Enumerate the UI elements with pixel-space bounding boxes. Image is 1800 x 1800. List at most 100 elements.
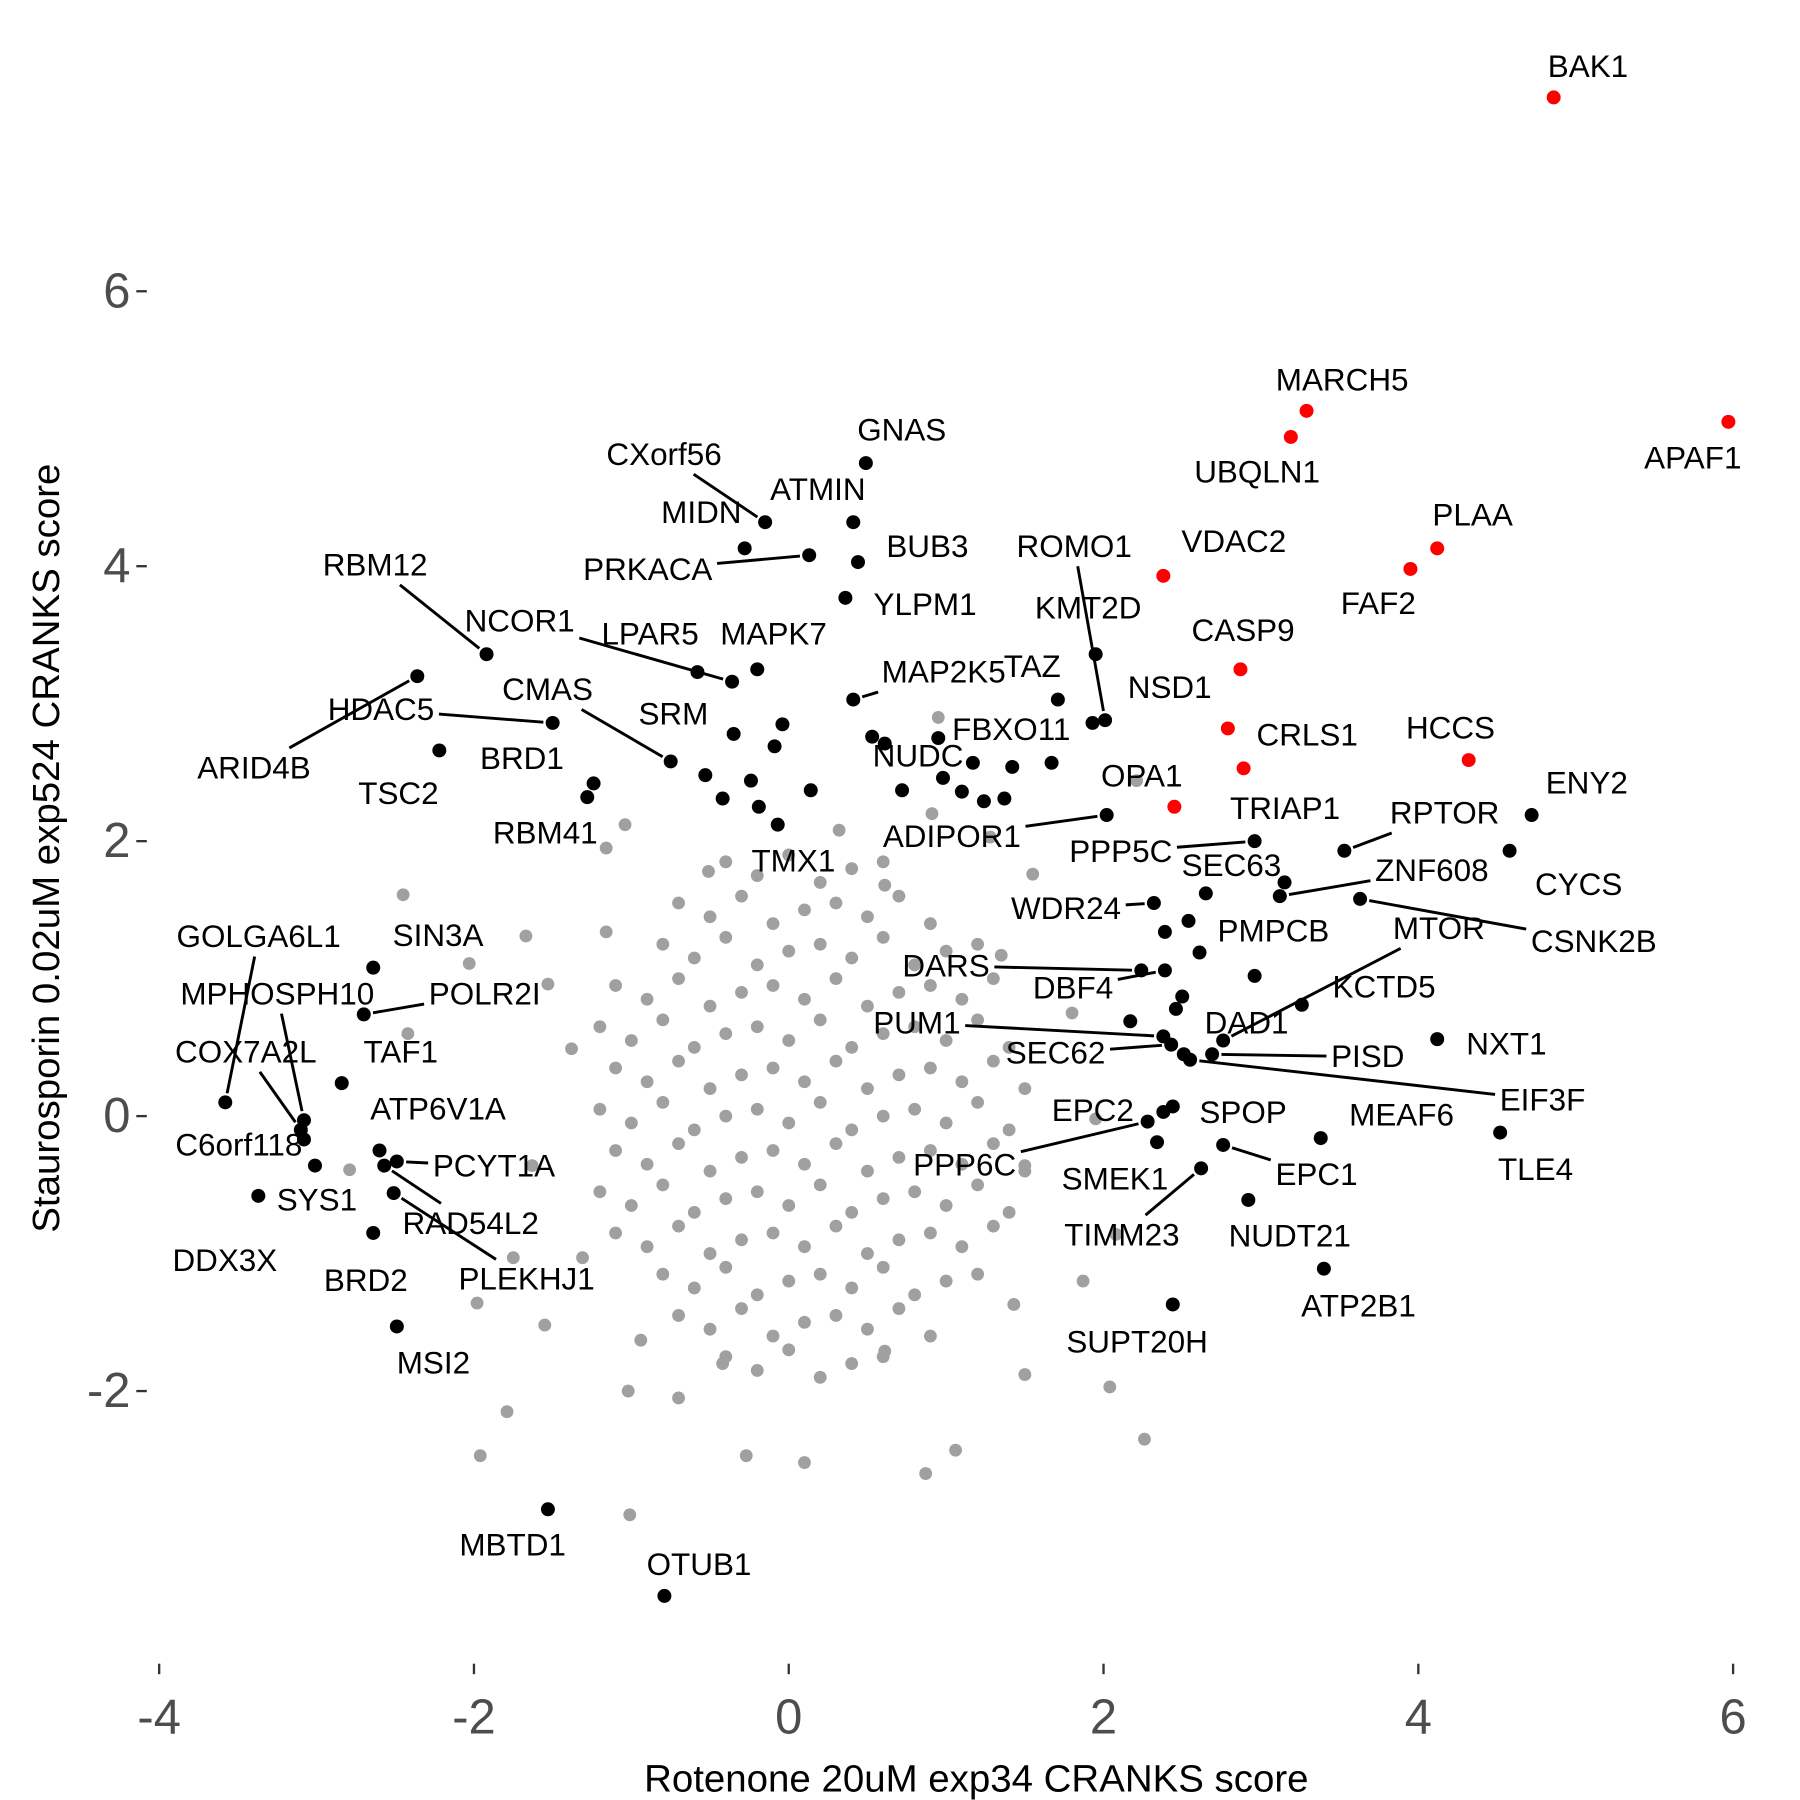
point bbox=[307, 1158, 322, 1173]
point bbox=[1167, 799, 1182, 814]
point bbox=[782, 1116, 796, 1130]
point bbox=[343, 1163, 357, 1177]
point bbox=[813, 1370, 827, 1384]
point-label: ATP6V1A bbox=[370, 1092, 506, 1127]
point bbox=[813, 876, 827, 889]
point-label: MEAF6 bbox=[1349, 1097, 1454, 1132]
point bbox=[851, 555, 865, 570]
point bbox=[1002, 1205, 1016, 1219]
point bbox=[366, 960, 381, 975]
point bbox=[1018, 1368, 1032, 1381]
point bbox=[1156, 568, 1171, 583]
point bbox=[861, 910, 874, 924]
point bbox=[719, 1027, 733, 1041]
point bbox=[1524, 808, 1539, 823]
point bbox=[609, 1144, 623, 1157]
point bbox=[1109, 1227, 1123, 1241]
point bbox=[432, 743, 447, 758]
point-label: MSI2 bbox=[397, 1346, 470, 1381]
point bbox=[750, 1364, 764, 1377]
point bbox=[540, 1502, 555, 1517]
leader-line bbox=[965, 1024, 1155, 1038]
point bbox=[971, 1267, 985, 1281]
point-label: PUM1 bbox=[873, 1005, 960, 1040]
point bbox=[462, 957, 476, 970]
point-label: ADIPOR1 bbox=[883, 819, 1021, 854]
point bbox=[1233, 662, 1248, 677]
point bbox=[931, 731, 946, 746]
point-label: CMAS bbox=[502, 672, 593, 707]
point bbox=[829, 1219, 843, 1233]
point bbox=[640, 1157, 654, 1171]
point bbox=[410, 669, 425, 684]
point bbox=[609, 1226, 623, 1240]
point-label: TAF1 bbox=[364, 1035, 439, 1070]
leader-line bbox=[1076, 565, 1105, 712]
point-label: CYCS bbox=[1535, 867, 1622, 902]
point-label: EPC2 bbox=[1052, 1093, 1134, 1128]
point bbox=[296, 1132, 311, 1147]
point bbox=[1192, 945, 1207, 960]
point-label: GOLGA6L1 bbox=[177, 919, 341, 954]
point bbox=[672, 1137, 685, 1151]
point bbox=[846, 692, 861, 707]
point bbox=[986, 1137, 1000, 1151]
point bbox=[798, 903, 811, 917]
point bbox=[656, 937, 670, 951]
point bbox=[782, 1274, 796, 1288]
point bbox=[1005, 759, 1020, 774]
point-label: PLEKHJ1 bbox=[458, 1262, 594, 1297]
point-label: OPA1 bbox=[1101, 758, 1183, 793]
point-label: TSC2 bbox=[358, 776, 438, 811]
point-label: SUPT20H bbox=[1066, 1325, 1208, 1360]
point-label: PLAA bbox=[1432, 497, 1512, 532]
point bbox=[656, 1095, 670, 1109]
leader-line bbox=[1230, 947, 1402, 1038]
point-label: TRIAP1 bbox=[1230, 791, 1340, 826]
point-label: ATP2B1 bbox=[1301, 1289, 1416, 1324]
point-label: NCOR1 bbox=[465, 603, 575, 638]
point bbox=[750, 1288, 764, 1302]
point bbox=[1150, 1135, 1165, 1150]
point bbox=[983, 830, 997, 844]
point bbox=[876, 855, 890, 869]
point bbox=[782, 1199, 796, 1212]
point bbox=[829, 972, 843, 986]
point bbox=[687, 1040, 701, 1054]
point bbox=[1272, 889, 1287, 904]
y-tick-label: -2 bbox=[87, 1364, 131, 1418]
point bbox=[1502, 843, 1517, 858]
point-label: NUDT21 bbox=[1229, 1219, 1351, 1254]
point bbox=[877, 736, 892, 751]
leader-line bbox=[400, 1196, 497, 1261]
point bbox=[750, 1102, 764, 1116]
point bbox=[719, 855, 733, 869]
point bbox=[687, 951, 701, 965]
point bbox=[892, 1302, 906, 1315]
point bbox=[334, 1076, 349, 1091]
leader-line bbox=[258, 1071, 297, 1124]
point bbox=[845, 862, 859, 876]
point bbox=[775, 717, 790, 732]
point bbox=[767, 739, 782, 754]
point bbox=[719, 1192, 733, 1206]
leader-line bbox=[391, 1169, 442, 1205]
point bbox=[735, 1068, 748, 1082]
point bbox=[640, 1075, 654, 1089]
point-label: PISD bbox=[1331, 1039, 1404, 1074]
point bbox=[846, 515, 861, 530]
point bbox=[986, 972, 1000, 986]
point bbox=[939, 1116, 953, 1130]
point bbox=[971, 937, 985, 951]
point bbox=[624, 1116, 638, 1130]
point-label: APAF1 bbox=[1644, 440, 1741, 475]
point bbox=[931, 711, 945, 724]
leader-line bbox=[280, 1013, 304, 1112]
leader-line bbox=[288, 679, 410, 750]
point bbox=[1198, 886, 1213, 901]
point-label: GNAS bbox=[857, 412, 946, 447]
point bbox=[813, 1095, 827, 1109]
point bbox=[702, 865, 715, 878]
point bbox=[1026, 867, 1040, 881]
point bbox=[1277, 875, 1292, 890]
